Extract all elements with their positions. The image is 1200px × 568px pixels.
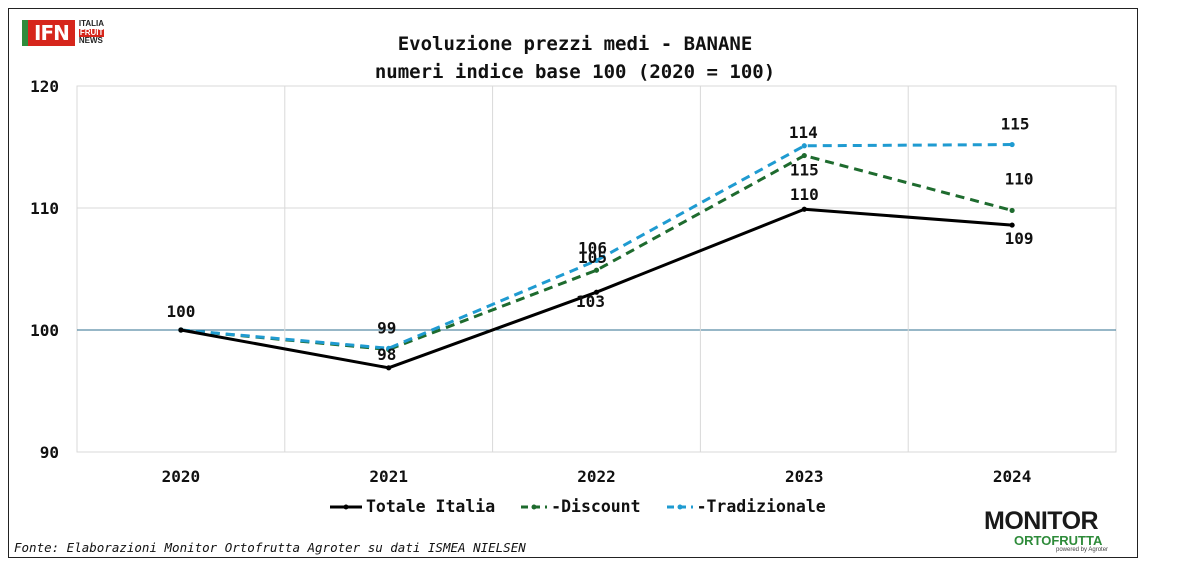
data-label: 98	[377, 345, 396, 364]
legend-swatch-discount	[521, 504, 548, 509]
x-tick-label: 2020	[162, 467, 201, 486]
ifn-logo-word-2: FRUIT	[78, 27, 105, 38]
data-point	[593, 289, 600, 295]
legend-item-discount: -Discount	[521, 497, 641, 516]
y-tick-label: 110	[30, 199, 59, 218]
x-tick-label: 2022	[577, 467, 616, 486]
x-tick-label: 2024	[993, 467, 1032, 486]
legend-label-totale-italia: Totale Italia	[366, 497, 496, 516]
chart-title-block: Evoluzione prezzi medi - BANANE numeri i…	[0, 30, 1150, 86]
chart-frame	[8, 8, 1138, 558]
data-label: 114	[789, 123, 818, 142]
source-note: Fonte: Elaborazioni Monitor Ortofrutta A…	[14, 540, 526, 555]
ifn-logo-words: ITALIA FRUIT NEWS	[78, 19, 105, 46]
legend-item-tradizionale: -Tradizionale	[666, 497, 826, 516]
legend-prefix-discount: -	[551, 497, 562, 516]
data-label: 115	[1001, 115, 1030, 134]
legend-swatch-totale-italia	[330, 504, 362, 509]
data-point	[386, 365, 392, 371]
x-tick-label: 2021	[369, 467, 408, 486]
monitor-logo-sub: ORTOFRUTTA	[1014, 533, 1103, 548]
legend-item-totale-italia: Totale Italia	[330, 497, 495, 516]
data-point	[593, 267, 600, 273]
monitor-logo-main: MONITOR	[984, 507, 1099, 535]
data-point	[1009, 207, 1015, 214]
data-point	[178, 327, 184, 333]
data-label: 115	[790, 161, 819, 180]
legend-label-tradizionale: Tradizionale	[706, 497, 826, 516]
data-label: 100	[166, 302, 195, 321]
data-point	[1009, 222, 1015, 228]
monitor-logo-powered: powered by Agroter	[1056, 547, 1109, 553]
ifn-logo-mark: IFN	[22, 20, 75, 46]
data-point	[1009, 141, 1015, 148]
data-label: 109	[1005, 229, 1034, 248]
data-label: 103	[576, 292, 605, 311]
chart-title: Evoluzione prezzi medi - BANANE	[397, 33, 753, 55]
y-tick-label: 100	[30, 321, 59, 340]
data-label: 110	[790, 185, 819, 204]
legend-prefix-tradizionale: -	[696, 497, 707, 516]
data-point	[801, 143, 807, 149]
series-line-tradizionale	[180, 143, 1013, 350]
chart-legend: Totale Italia -Discount -Tradizionale	[330, 497, 826, 516]
data-label: 99	[377, 318, 396, 337]
x-tick-label: 2023	[785, 467, 824, 486]
data-point	[801, 152, 807, 159]
legend-swatch-tradizionale	[666, 504, 693, 509]
ifn-logo-word-1: ITALIA	[78, 19, 105, 29]
data-label: 105	[578, 248, 607, 267]
series-line-totale-italia	[180, 207, 1013, 370]
legend-label-discount: Discount	[561, 497, 641, 516]
y-tick-label: 90	[40, 443, 59, 462]
data-point	[801, 206, 807, 212]
data-label: 110	[1005, 169, 1034, 188]
ifn-logo-word-3: NEWS	[78, 36, 103, 46]
ifn-logo: IFN ITALIA FRUIT NEWS	[22, 19, 105, 46]
data-label: 106	[578, 238, 607, 257]
monitor-ortofrutta-logo: MONITOR ORTOFRUTTA powered by Agroter	[984, 508, 1134, 554]
chart-subtitle: numeri indice base 100 (2020 = 100)	[374, 61, 776, 83]
y-tick-label: 120	[30, 77, 59, 96]
data-point	[386, 345, 392, 351]
data-point	[593, 257, 600, 264]
